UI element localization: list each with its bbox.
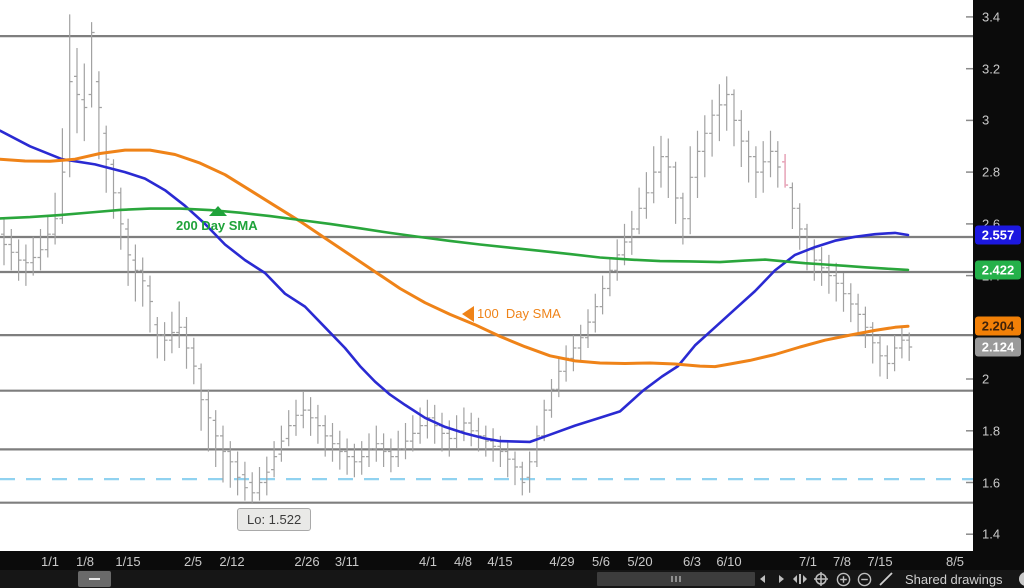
price-axis-tick-label: 2 <box>982 371 990 387</box>
sma200-marker-triangle-icon <box>209 206 227 216</box>
fit-width-icon[interactable] <box>791 571 809 587</box>
chart-bottom-toolbar: Shared drawings <box>0 570 1024 588</box>
scrollbar-grip-icon <box>671 576 681 582</box>
price-axis-tick-label: 3 <box>982 112 990 128</box>
sma200-line[interactable] <box>0 207 910 272</box>
price-axis-tick-label: 1.4 <box>982 526 1001 542</box>
low-price-note-bubble[interactable]: Lo: 1.522 <box>237 508 312 531</box>
drawing-toggle-icon[interactable] <box>1012 571 1024 587</box>
date-axis-tick-label: 7/15 <box>867 554 893 569</box>
date-axis-tick-label: 4/29 <box>549 554 575 569</box>
sma100-marker-triangle-icon <box>462 306 474 322</box>
date-axis-tick-label: 1/1 <box>40 554 60 569</box>
price-axis-tick-label: 3.4 <box>982 9 1001 25</box>
date-axis-tick-label: 1/15 <box>115 554 141 569</box>
sma100-label: 100 Day SMA <box>477 306 561 321</box>
price-chart-plot-area[interactable]: 200 Day SMA 100 Day SMA Lo: 1.522 <box>0 0 973 551</box>
date-axis-tick-label: 4/1 <box>418 554 438 569</box>
date-axis-tick-label: 4/8 <box>453 554 473 569</box>
price-axis-tick-label: 1.6 <box>982 475 1001 490</box>
zoom-out-icon[interactable] <box>855 571 873 587</box>
date-axis[interactable]: 1/1 1/8 1/15 2/5 2/12 2/26 3/11 4/1 4/8 4/15 4/29 5… <box>0 551 973 570</box>
date-axis-tick-label: 8/5 <box>945 554 965 569</box>
price-badge: 2.557 <box>975 225 1021 245</box>
date-axis-tick-label: 2/5 <box>183 554 203 569</box>
date-axis-tick-label: 2/12 <box>219 554 245 569</box>
time-scrollbar-thumb[interactable] <box>597 572 755 586</box>
price-axis[interactable]: 3.43.232.82.62.421.81.61.42.5572.4222.20… <box>973 0 1024 570</box>
sma200-label: 200 Day SMA <box>176 218 258 233</box>
price-chart-canvas[interactable] <box>0 0 973 551</box>
blue_ma-line[interactable] <box>0 129 910 444</box>
date-axis-tick-label: 3/11 <box>334 554 360 569</box>
price-badge: 2.204 <box>975 316 1021 336</box>
date-axis-tick-label: 6/10 <box>716 554 742 569</box>
date-axis-tick-label: 2/26 <box>294 554 320 569</box>
price-axis-tick-label: 1.8 <box>982 423 1001 439</box>
zoom-in-icon[interactable] <box>834 571 852 587</box>
price-badge: 2.422 <box>975 260 1021 280</box>
pan-crosshair-icon[interactable] <box>812 571 830 587</box>
sma100-line[interactable] <box>0 148 910 369</box>
price-axis-tick-label: 2.8 <box>982 164 1001 180</box>
date-axis-tick-label: 7/8 <box>832 554 852 569</box>
price-badge: 2.124 <box>975 337 1021 357</box>
collapse-panel-button[interactable] <box>78 571 111 587</box>
date-axis-tick-label: 7/1 <box>798 554 818 569</box>
date-axis-tick-label: 4/15 <box>487 554 513 569</box>
scroll-right-button[interactable] <box>772 571 790 587</box>
line-draw-tool-icon[interactable] <box>877 571 895 587</box>
date-axis-tick-label: 5/20 <box>627 554 653 569</box>
date-axis-tick-label: 5/6 <box>591 554 611 569</box>
date-axis-tick-label: 1/8 <box>75 554 95 569</box>
date-axis-tick-label: 6/3 <box>682 554 702 569</box>
price-axis-tick-label: 3.2 <box>982 61 1001 77</box>
shared-drawings-button[interactable]: Shared drawings <box>905 572 1003 587</box>
ohlc-price-bars[interactable] <box>1 14 913 503</box>
ohlc-highlighted-bar[interactable] <box>782 154 789 188</box>
scroll-left-button[interactable] <box>754 571 772 587</box>
